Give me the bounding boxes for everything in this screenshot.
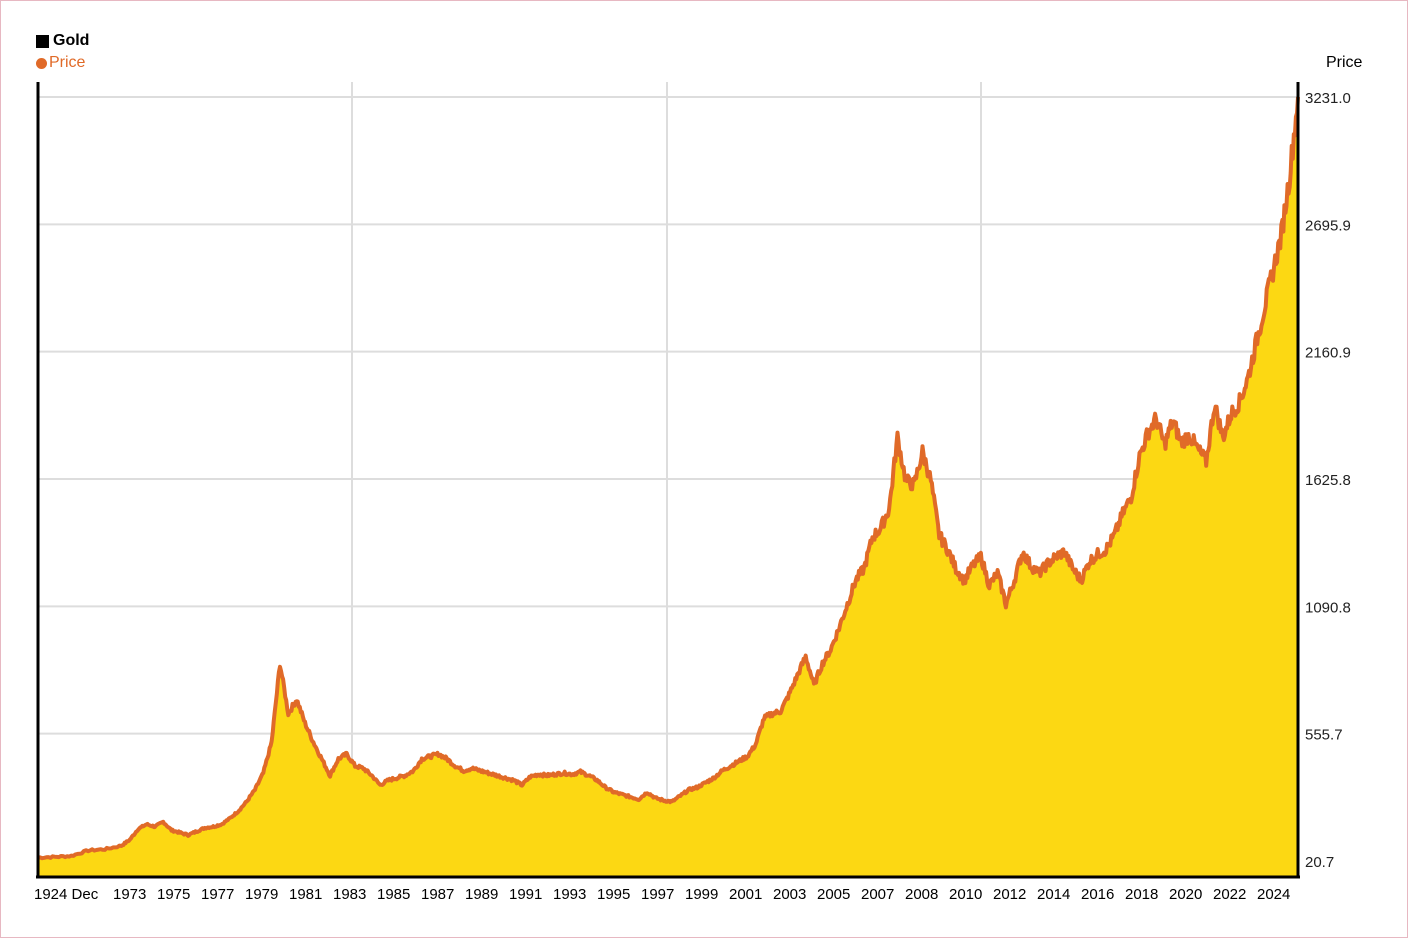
y-tick-label: 555.7 [1305,727,1343,744]
legend-series-label: Price [49,54,86,71]
price-area-fill [38,97,1298,877]
y-tick-label: 1090.8 [1305,599,1351,616]
x-tick-label: 2003 [773,886,806,903]
legend-dot-icon [36,57,47,69]
x-tick-label: 1991 [509,886,542,903]
y-tick-label: 2160.9 [1305,345,1351,362]
x-tick-label: 1981 [289,886,322,903]
x-tick-label: 2005 [817,886,850,903]
x-tick-label: 2012 [993,886,1026,903]
x-tick-label: 1999 [685,886,718,903]
legend-square-icon [36,34,49,48]
y-tick-label: 3231.0 [1305,90,1351,107]
y-tick-label: 20.7 [1305,854,1334,871]
x-tick-label: 1985 [377,886,410,903]
y-axis-label: Price [1326,54,1363,71]
x-tick-label: 1997 [641,886,674,903]
y-tick-label: 2695.9 [1305,217,1351,234]
x-tick-label: 1975 [157,886,190,903]
x-tick-label: 1989 [465,886,498,903]
y-tick-label: 1625.8 [1305,472,1351,489]
legend: Gold Price [36,30,89,74]
x-tick-label: 1924 Dec [34,886,99,903]
price-series-line [37,96,1300,861]
x-tick-label: 1977 [201,886,234,903]
x-tick-label: 1995 [597,886,630,903]
x-tick-label: 1973 [113,886,146,903]
x-tick-label: 2001 [729,886,762,903]
x-tick-label: 1979 [245,886,278,903]
x-tick-label: 2010 [949,886,982,903]
legend-series-row: Price [36,52,89,74]
x-tick-label: 2018 [1125,886,1158,903]
x-tick-label: 1987 [421,886,454,903]
legend-title: Gold [53,32,90,49]
x-tick-label: 2007 [861,886,894,903]
x-tick-label: 2020 [1169,886,1202,903]
x-tick-label: 2008 [905,886,938,903]
x-tick-label: 2016 [1081,886,1114,903]
x-tick-label: 1983 [333,886,366,903]
x-tick-label: 1993 [553,886,586,903]
x-tick-label: 2014 [1037,886,1070,903]
legend-title-row: Gold [36,30,89,52]
x-tick-label: 2022 [1213,886,1246,903]
x-tick-label: 2024 [1257,886,1290,903]
